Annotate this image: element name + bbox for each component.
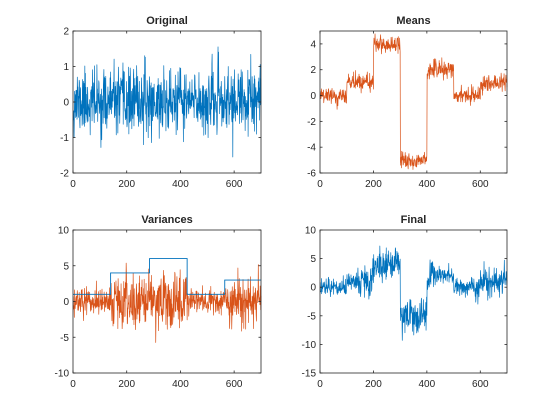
axis-layer: 0 200 400 600 -15 -10 -5 0 5 10 [302,226,508,390]
panel-title: Final [401,214,427,226]
axis-layer: 0 200 400 600 -10 -5 0 5 10 [55,226,262,390]
y-tick-label: 5 [63,261,69,272]
y-tick-label: 10 [58,226,70,237]
panel-title: Variances [141,214,192,226]
x-tick-label: 400 [419,179,436,190]
series-variance-steps [73,258,261,295]
panel-final: Final 0 200 400 600 -15 -10 -5 0 5 10 [302,214,508,390]
y-tick-label: 0 [63,98,69,109]
axes-box [319,229,508,374]
panel-means: Means 0 200 400 600 -6 -4 -2 0 2 4 [307,15,508,190]
x-tick-label: 600 [226,379,243,390]
x-tick-label: 600 [472,179,489,190]
axis-layer: 0 200 400 600 -2 -1 0 1 2 [60,27,262,190]
x-tick-label: 0 [317,379,323,390]
series-variance-noise [72,262,262,343]
x-tick-label: 0 [317,179,323,190]
x-tick-label: 0 [70,179,76,190]
y-tick-label: 0 [310,91,316,102]
panel-original: Original 0 200 400 600 -2 -1 0 1 2 [60,15,262,190]
y-tick-label: -5 [60,333,69,344]
data-layer [72,46,262,158]
series-original [72,46,262,158]
y-tick-label: -15 [302,369,317,380]
y-tick-label: -1 [60,133,69,144]
x-tick-label: 400 [419,379,436,390]
y-tick-label: -4 [307,143,316,154]
x-tick-label: 200 [118,379,135,390]
x-tick-label: 400 [172,179,189,190]
x-tick-label: 600 [472,379,489,390]
y-tick-label: -5 [307,311,316,322]
y-tick-label: 1 [63,62,69,73]
y-tick-label: 0 [63,297,69,308]
x-tick-label: 600 [226,179,243,190]
data-layer [72,258,262,343]
axes-box [319,30,508,174]
panel-variances: Variances 0 200 400 600 -10 -5 0 5 10 [55,214,262,390]
panel-title: Means [396,15,430,27]
y-tick-label: 5 [310,254,316,265]
series-final [319,245,508,341]
data-layer [319,245,508,341]
y-tick-label: -2 [307,117,316,128]
x-tick-label: 200 [365,379,382,390]
x-tick-label: 0 [70,379,76,390]
y-tick-label: -2 [60,169,69,180]
y-tick-label: 2 [310,65,316,76]
y-tick-label: 10 [305,226,317,237]
series-means [319,33,508,170]
panel-title: Original [146,15,188,27]
axis-layer: 0 200 400 600 -6 -4 -2 0 2 4 [307,30,508,190]
y-tick-label: 2 [63,27,69,38]
y-tick-label: 0 [310,283,316,294]
y-tick-label: -10 [55,369,70,380]
y-tick-label: 4 [310,39,316,50]
y-tick-label: -10 [302,340,317,351]
y-tick-label: -6 [307,169,316,180]
x-tick-label: 200 [118,179,135,190]
x-tick-label: 200 [365,179,382,190]
x-tick-label: 400 [172,379,189,390]
data-layer [319,33,508,170]
